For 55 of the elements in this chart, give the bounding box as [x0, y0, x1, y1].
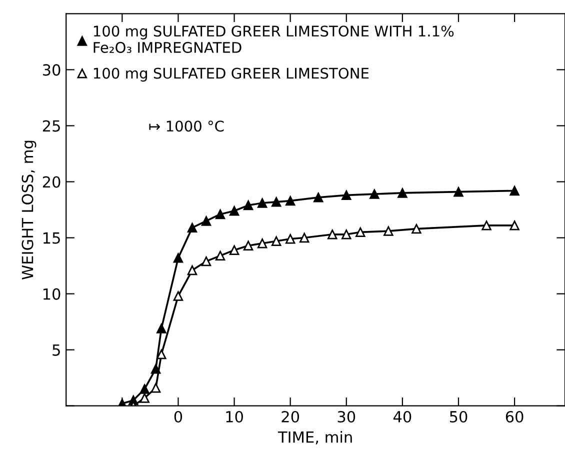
y-axis-title: WEIGHT LOSS, mg [22, 140, 36, 280]
point [285, 234, 296, 244]
point [215, 209, 226, 220]
annotation: ↦ 1000 °C [149, 120, 224, 132]
y-tick-label: 30 [42, 64, 60, 76]
point [342, 190, 352, 200]
y-tick-label: 5 [52, 344, 60, 356]
point [384, 226, 394, 236]
y-tick-label: 15 [43, 232, 60, 244]
y-tick-label: 25 [42, 120, 60, 132]
legend-label: 100 mg SULFATED GREER LIMESTONE [94, 68, 369, 82]
point [156, 349, 166, 360]
point [510, 186, 520, 196]
point [356, 227, 366, 238]
point [201, 256, 212, 266]
point [510, 220, 520, 230]
point [454, 186, 464, 197]
point [173, 253, 184, 263]
x-tick-label: 10 [226, 410, 243, 423]
point [313, 192, 324, 202]
x-tick-label: 0 [174, 410, 182, 423]
y-tick-label: 20 [42, 176, 60, 188]
point [229, 245, 240, 255]
point [412, 224, 422, 234]
point [187, 222, 198, 233]
point [140, 384, 150, 394]
point [229, 206, 240, 216]
point [299, 232, 310, 243]
point [150, 383, 161, 393]
x-axis-title: TIME, min [278, 431, 352, 444]
x-tick-label: 60 [506, 410, 524, 423]
point [342, 230, 352, 240]
point [173, 291, 184, 301]
x-tick-label: 30 [338, 410, 356, 423]
point [215, 250, 226, 261]
point [257, 198, 268, 208]
legend-label: 100 mg SULFATED GREER LIMESTONE WITH 1.1% Fe₂O₃ IMPREGNATED [94, 26, 454, 53]
point [271, 197, 282, 207]
point [243, 200, 254, 210]
point [271, 236, 282, 246]
point [370, 189, 380, 199]
point [156, 324, 166, 334]
x-tick-label: 40 [393, 410, 412, 423]
point [482, 220, 492, 230]
point [140, 393, 150, 403]
point [328, 230, 338, 240]
point [257, 238, 268, 248]
x-tick-label: 50 [450, 410, 468, 423]
point [398, 188, 408, 198]
y-tick-label: 10 [43, 288, 60, 300]
point [285, 196, 296, 206]
point [243, 240, 254, 250]
x-tick-label: 20 [282, 410, 300, 423]
point [201, 216, 212, 226]
point [187, 265, 198, 276]
